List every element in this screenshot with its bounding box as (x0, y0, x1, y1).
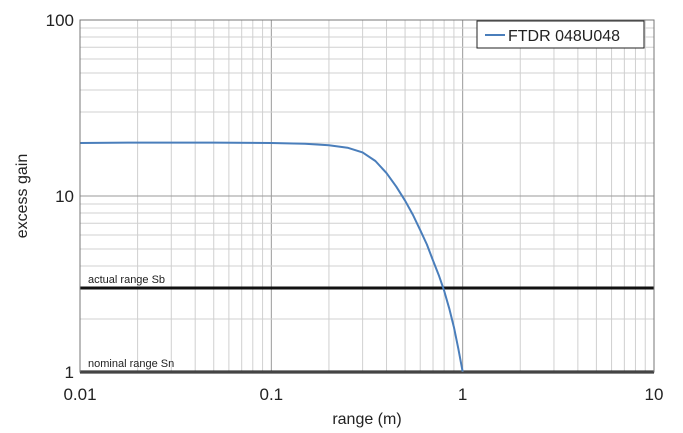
series-group (79, 141, 464, 373)
reference-line-label: nominal range Sn (88, 358, 174, 370)
x-axis-title: range (m) (332, 411, 401, 428)
x-tick-labels: 0.01 0.1 1 10 (63, 385, 663, 404)
x-tick-label: 0.1 (260, 385, 284, 404)
y-tick-label: 10 (55, 187, 74, 206)
y-tick-label: 1 (65, 363, 74, 382)
reference-line-label: actual range Sb (88, 274, 165, 286)
y-axis-title: excess gain (14, 154, 31, 239)
legend: FTDR 048U048 (476, 20, 645, 49)
x-tick-label: 0.01 (63, 385, 96, 404)
plot-frame (79, 19, 655, 373)
series-line (79, 141, 464, 373)
x-tick-label: 1 (458, 385, 467, 404)
x-tick-label: 10 (645, 385, 664, 404)
y-tick-label: 100 (46, 11, 74, 30)
legend-label: FTDR 048U048 (508, 28, 620, 45)
grid (79, 20, 654, 373)
y-tick-labels: 1 10 100 (46, 11, 74, 382)
